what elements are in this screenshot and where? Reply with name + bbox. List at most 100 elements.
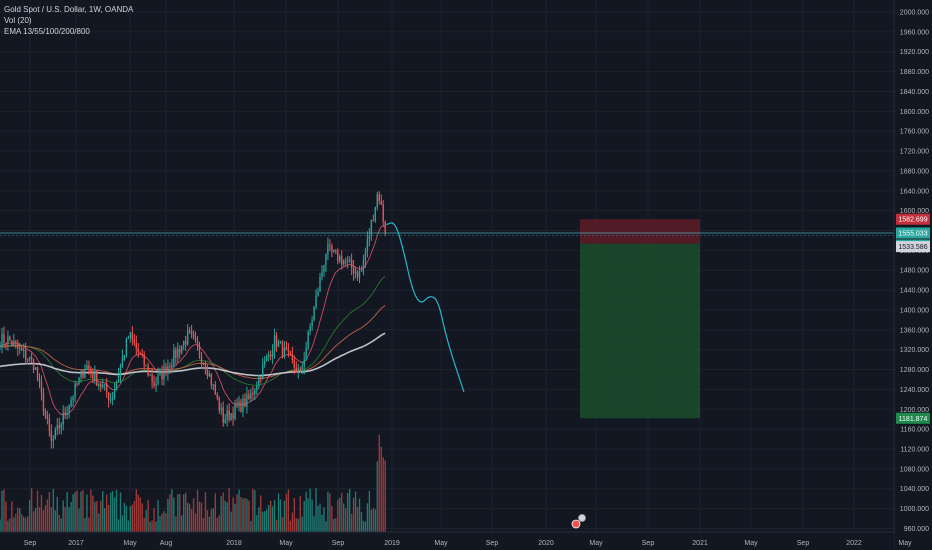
volume-bar xyxy=(202,517,205,532)
candle-body xyxy=(293,359,296,368)
volume-study-label[interactable]: Vol (20) xyxy=(4,16,32,25)
candle-body xyxy=(319,276,321,292)
candle-body xyxy=(378,194,380,202)
candle-body xyxy=(343,260,345,265)
horizontal-lines[interactable] xyxy=(0,232,894,236)
candle-body xyxy=(358,271,361,278)
volume-bar xyxy=(169,494,171,532)
time-tick-label: May xyxy=(123,540,137,547)
volume-bar xyxy=(184,492,187,532)
price-tag-stop: 1582.699 xyxy=(896,213,930,225)
projection-path[interactable] xyxy=(386,222,465,393)
candle-body xyxy=(190,330,193,335)
volume-bar xyxy=(149,521,151,532)
volume-bar xyxy=(343,503,345,532)
price-tick-label: 1120.000 xyxy=(900,447,929,454)
price-tag-label: 1582.699 xyxy=(898,217,927,224)
candle-body xyxy=(50,431,53,441)
candle-body xyxy=(273,335,276,352)
candle-body xyxy=(271,351,274,357)
candle-body xyxy=(56,425,58,430)
candle-body xyxy=(181,345,183,353)
candle-body xyxy=(317,291,319,296)
ema-13-line xyxy=(0,225,386,416)
volume-bar xyxy=(234,503,236,532)
candle-body xyxy=(36,367,39,380)
candle-body xyxy=(295,367,297,373)
price-tick-label: 1280.000 xyxy=(900,367,929,374)
candle-body xyxy=(303,359,305,367)
price-tick-label: 1440.000 xyxy=(900,288,929,295)
volume-bar xyxy=(354,491,357,532)
volume-bar xyxy=(3,489,5,532)
price-tag-label: 1555.033 xyxy=(898,230,927,237)
candle-body xyxy=(202,363,205,365)
volume-bar xyxy=(111,491,114,532)
candle-body xyxy=(287,350,290,352)
price-tick-label: 1680.000 xyxy=(900,168,929,175)
candle-body xyxy=(262,364,264,380)
volume-bar xyxy=(105,494,108,532)
candle-body xyxy=(354,271,357,274)
time-axis[interactable]: Sep 2017 May Aug 2018 May Sep 2019 May Sep 2020 May… xyxy=(0,531,912,550)
volume-bar xyxy=(137,494,139,532)
candle-body xyxy=(311,319,313,327)
candle-body xyxy=(115,381,118,390)
candle-body xyxy=(356,271,359,278)
price-tick-label: 1960.000 xyxy=(900,29,929,36)
volume-bar xyxy=(36,490,39,532)
volume-bar xyxy=(0,519,1,532)
candle-body xyxy=(15,341,17,344)
volume-bar xyxy=(267,504,270,532)
volume-bar xyxy=(309,488,311,532)
symbol-title[interactable]: Gold Spot / U.S. Dollar, 1W, OANDA xyxy=(4,5,134,14)
volume-bar xyxy=(291,512,294,532)
price-tick-label: 960.000 xyxy=(904,526,929,533)
candle-body xyxy=(102,385,104,387)
stop-loss-zone xyxy=(580,219,700,244)
candle-body xyxy=(177,348,179,358)
price-tick-label: 1400.000 xyxy=(900,307,929,314)
ema-study-label[interactable]: EMA 13/55/100/200/800 xyxy=(4,27,90,36)
volume-bar xyxy=(13,517,15,532)
price-axis[interactable]: 2000.000 1960.000 1920.000 1880.000 1840.000… xyxy=(893,0,932,550)
event-markers[interactable] xyxy=(571,514,587,529)
position-zones[interactable] xyxy=(580,219,700,419)
candle-body xyxy=(60,424,62,429)
candle-body xyxy=(88,365,90,369)
time-axis-background xyxy=(0,532,894,550)
chart-grid xyxy=(0,0,906,532)
candle-body xyxy=(94,371,96,379)
candle-body xyxy=(157,375,159,384)
volume-bar xyxy=(362,520,365,532)
price-tick-label: 1800.000 xyxy=(900,109,929,116)
candle-body xyxy=(11,340,13,346)
candle-body xyxy=(285,347,288,351)
volume-bar xyxy=(346,493,349,532)
volume-bar xyxy=(30,488,33,532)
candle-body xyxy=(84,369,86,378)
volume-bar xyxy=(232,497,234,532)
price-tick-label: 1880.000 xyxy=(900,69,929,76)
volume-bar xyxy=(341,492,343,532)
volume-bar xyxy=(333,518,335,532)
volume-bar xyxy=(133,501,136,532)
candle-body xyxy=(323,265,325,272)
candle-body xyxy=(352,267,355,274)
candle-body xyxy=(200,356,203,364)
price-tag-label: 1533.586 xyxy=(898,244,927,251)
ema-100-line xyxy=(0,305,386,380)
candle-body xyxy=(113,389,116,399)
candle-body xyxy=(96,371,98,386)
time-tick-label: 2020 xyxy=(538,540,554,547)
candle-body xyxy=(19,347,21,349)
volume-bar xyxy=(313,515,315,532)
volume-bar xyxy=(370,509,373,532)
volume-bar xyxy=(188,503,191,532)
candle-body xyxy=(133,339,136,344)
volume-bar xyxy=(98,513,100,532)
candle-body xyxy=(230,413,232,420)
candle-body xyxy=(175,349,177,358)
volume-bar xyxy=(50,507,53,532)
